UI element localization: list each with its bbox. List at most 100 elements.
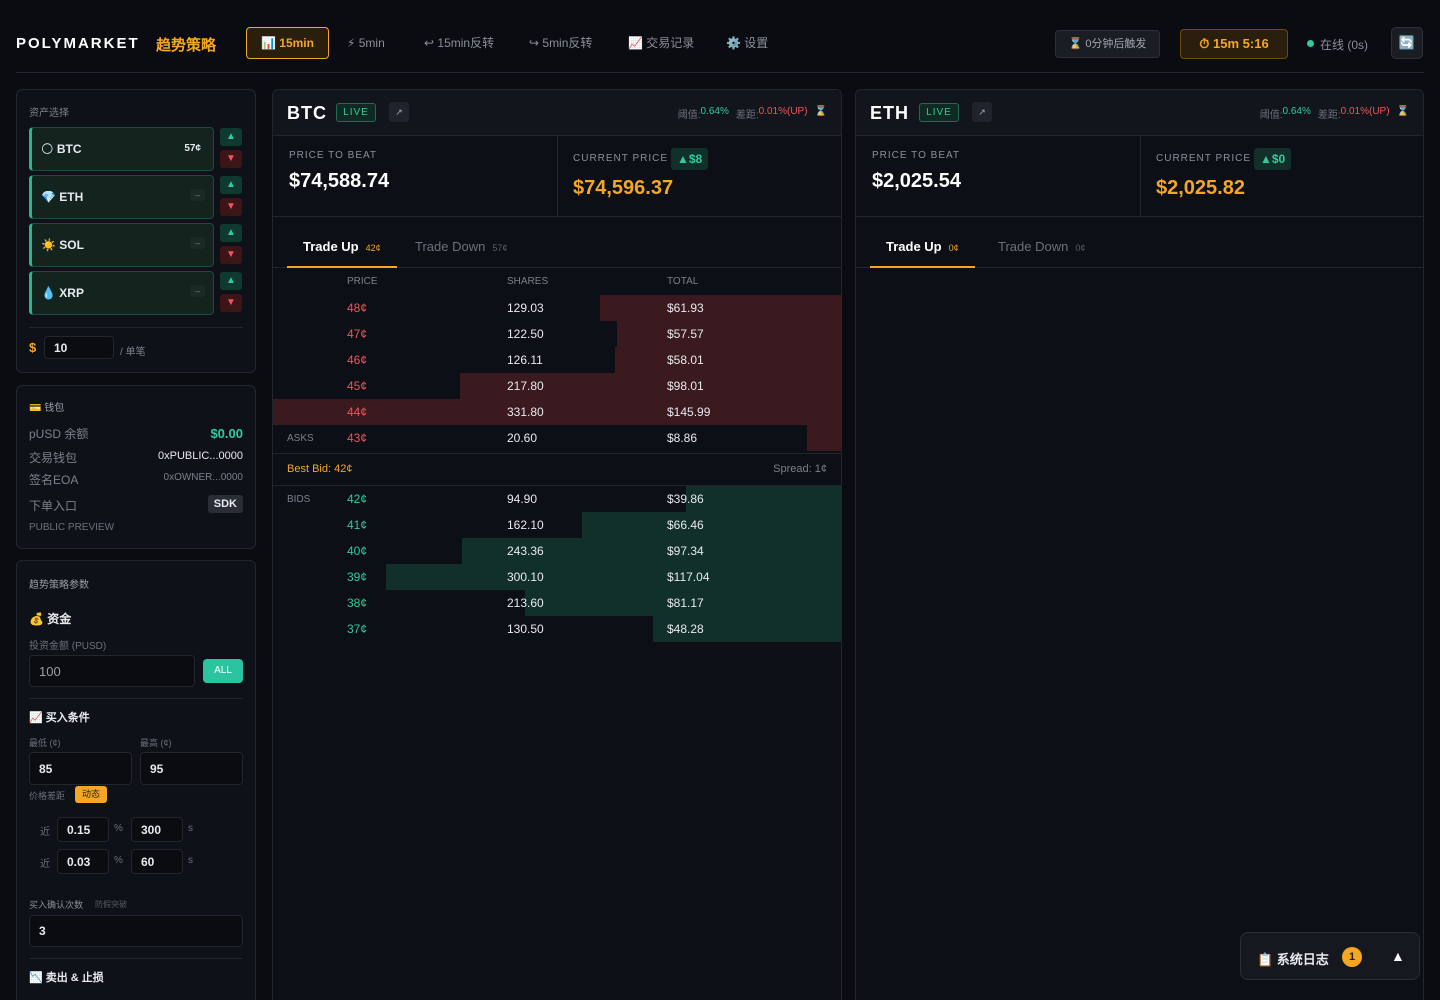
min-input[interactable]: 85 (29, 752, 132, 785)
confirm-input[interactable]: 3 (29, 915, 243, 947)
depth-bar (582, 512, 841, 538)
logo: POLYMARKET (16, 35, 140, 52)
up-button[interactable]: ▲ (220, 128, 242, 146)
threshold: 0.64% (1282, 106, 1311, 117)
down-button[interactable]: ▼ (220, 294, 242, 312)
nav-tab[interactable]: ⚡ 5min (347, 36, 385, 50)
wallet-value: SDK (207, 495, 243, 513)
asset-name: 🌕 BTC (41, 142, 82, 156)
percent-input[interactable]: 0.15 (57, 817, 109, 842)
gap-label: 差距: (735, 110, 759, 121)
tab-label: Trade Up (303, 239, 359, 254)
divider (29, 327, 243, 328)
status-dot (1307, 40, 1314, 47)
trigger-button[interactable]: ⌛ 0分钟后触发 (1055, 30, 1160, 58)
open-button[interactable]: ↗ (389, 102, 409, 122)
log-title: 📋 系统日志 (1257, 952, 1329, 967)
field-label: 最高 (¢) (140, 738, 172, 748)
book-total: $39.86 (667, 492, 704, 506)
status: 在线 (0s) (1320, 38, 1369, 52)
nav-tab[interactable]: ⚙️ 设置 (726, 36, 769, 50)
input-value: 3 (39, 924, 46, 938)
live-badge: LIVE (919, 103, 959, 122)
book-shares: 130.50 (507, 622, 544, 636)
section-title: 💳 钱包 (29, 403, 65, 414)
asset-panel: 资产选择 🌕 BTC 57¢ ▲ ▼ 💎 ETH – ▲ ▼ ☀️ SOL – ▲ ▼ 💧 XRP – ▲ ▼ $… (16, 89, 256, 373)
rule-unit: % (114, 855, 123, 866)
book-shares: 129.03 (507, 301, 544, 315)
nav-tab[interactable]: ↩ 15min反转 (424, 36, 495, 50)
max-input[interactable]: 95 (140, 752, 243, 785)
input-value: 300 (141, 822, 162, 837)
book-price: 40¢ (347, 544, 368, 558)
asset-price: – (189, 237, 205, 249)
refresh-button[interactable]: 🔄 (1391, 27, 1423, 59)
amount-value: 10 (54, 340, 68, 355)
book-price: 46¢ (347, 353, 368, 367)
depth-bar (653, 616, 841, 642)
asset-row[interactable]: 💎 ETH – (29, 175, 214, 219)
market-panel: ETH LIVE ↗ 阈值: 0.64% 差距: 0.01%(UP) ⌛ PRICE TO BE… (855, 89, 1424, 1000)
price-label: PRICE TO BEAT (289, 150, 378, 161)
wallet-label: pUSD 余额 (29, 427, 89, 441)
nav-tab[interactable]: 📈 交易记录 (628, 36, 695, 50)
column-header: TOTAL (667, 276, 699, 287)
percent-input[interactable]: 0.03 (57, 849, 109, 874)
field-label: 最低 (¢) (29, 738, 61, 748)
asset-price: 57¢ (184, 143, 201, 154)
rule-unit: % (114, 823, 123, 834)
amount-suffix: / 单笔 (120, 347, 146, 358)
all-button[interactable]: ALL (203, 659, 243, 683)
tab-price: 0¢ (1075, 243, 1086, 253)
down-button[interactable]: ▼ (220, 198, 242, 216)
input-value: 60 (141, 854, 155, 869)
asset-row[interactable]: 💧 XRP – (29, 271, 214, 315)
amount-input[interactable]: 100 (29, 655, 195, 687)
seconds-input[interactable]: 300 (131, 817, 183, 842)
down-button[interactable]: ▼ (220, 150, 242, 168)
book-shares: 213.60 (507, 596, 544, 610)
depth-bar (459, 373, 841, 399)
log-toggle[interactable]: ▲ (1391, 948, 1405, 964)
column-header: PRICE (347, 276, 378, 287)
book-shares: 94.90 (507, 492, 538, 506)
asset-row[interactable]: 🌕 BTC 57¢ (29, 127, 214, 171)
input-value: 0.15 (67, 822, 91, 837)
log-widget[interactable]: 📋 系统日志 1 ▲ (1240, 932, 1420, 980)
gap-label: 差距: (1317, 110, 1341, 121)
book-shares: 243.36 (507, 544, 544, 558)
nav-tab[interactable]: ↪ 5min反转 (529, 36, 593, 50)
tab-price: 42¢ (365, 243, 381, 253)
price-to-beat: $2,025.54 (872, 170, 961, 192)
up-button[interactable]: ▲ (220, 176, 242, 194)
amount-input[interactable]: 10 (44, 336, 114, 359)
threshold: 0.64% (700, 106, 729, 117)
divider (273, 453, 841, 454)
tab-price: 0¢ (948, 243, 959, 253)
side-label: ASKS (287, 433, 314, 444)
price-to-beat: $74,588.74 (289, 170, 390, 192)
asset-row[interactable]: ☀️ SOL – (29, 223, 214, 267)
column-header: SHARES (507, 276, 549, 287)
nav-tab[interactable]: 📊 15min (246, 27, 329, 59)
up-button[interactable]: ▲ (220, 224, 242, 242)
side-label: BIDS (287, 494, 311, 505)
wait-icon: ⌛ (1396, 106, 1409, 117)
input-value: 85 (39, 761, 53, 776)
trade-tab[interactable]: Trade Up 0¢ (870, 231, 975, 268)
seconds-input[interactable]: 60 (131, 849, 183, 874)
depth-bar (385, 564, 841, 590)
trade-tab[interactable]: Trade Up 42¢ (287, 231, 397, 268)
asset-name: 💎 ETH (41, 190, 84, 204)
trade-tab[interactable]: Trade Down 0¢ (982, 231, 1101, 268)
open-button[interactable]: ↗ (972, 102, 992, 122)
section-title: 趋势策略参数 (29, 580, 89, 591)
market-symbol: ETH (870, 103, 909, 123)
book-price: 42¢ (347, 492, 368, 506)
depth-bar (525, 590, 841, 616)
trade-tab[interactable]: Trade Down 57¢ (399, 231, 523, 268)
threshold-label: 阈值: (1259, 110, 1283, 121)
up-button[interactable]: ▲ (220, 272, 242, 290)
down-button[interactable]: ▼ (220, 246, 242, 264)
book-shares: 126.11 (507, 353, 543, 367)
